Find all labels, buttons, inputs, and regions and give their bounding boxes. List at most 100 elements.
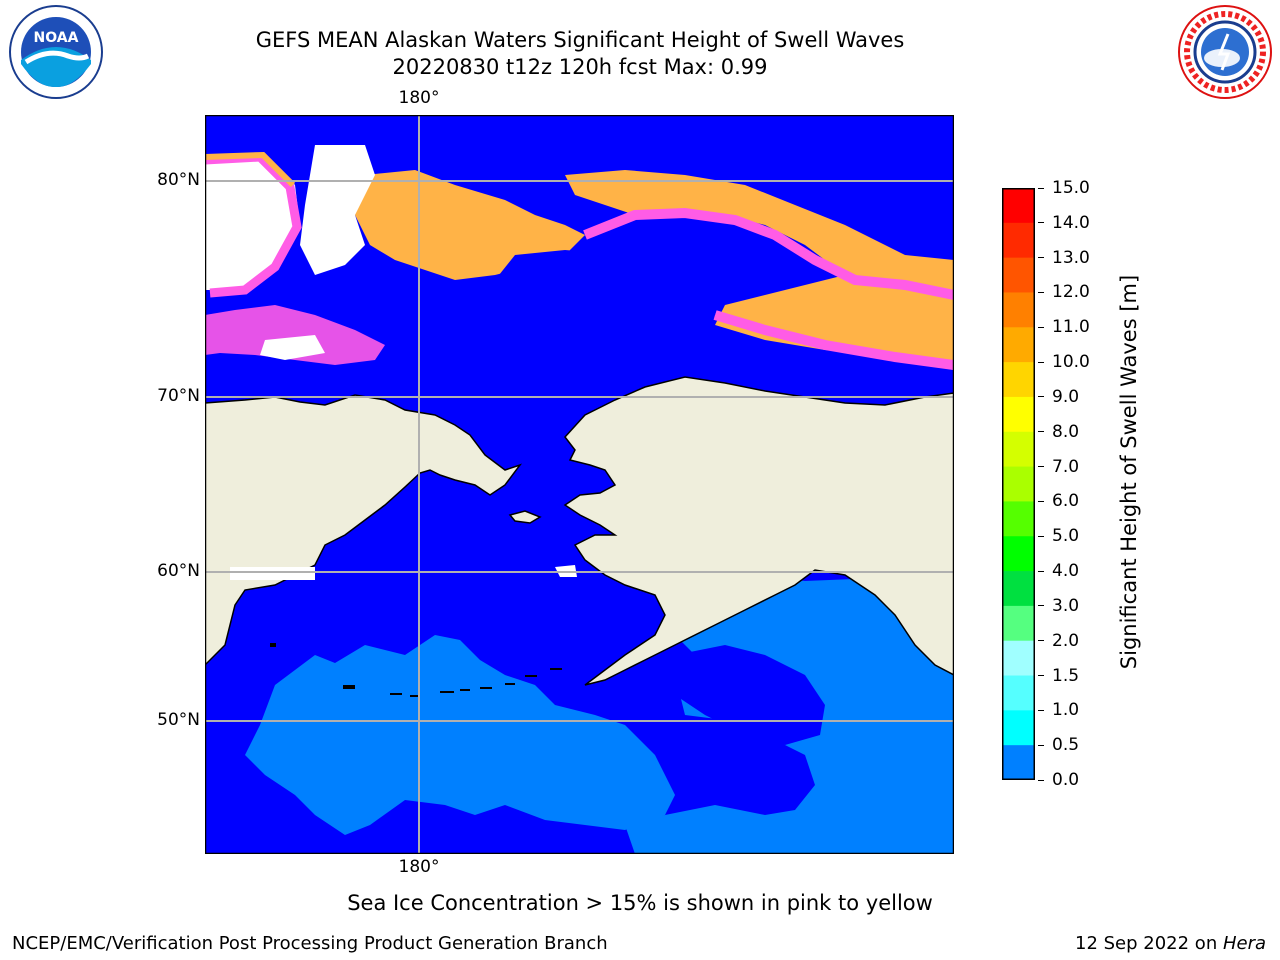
colorbar-tick-mark xyxy=(1038,675,1044,677)
colorbar-tick-label: 1.5 xyxy=(1052,665,1080,686)
colorbar-tick: 1.0 xyxy=(1038,701,1079,719)
colorbar-tick-label: 0.0 xyxy=(1052,770,1080,790)
footer-date-text: 12 Sep 2022 on xyxy=(1075,933,1223,954)
colorbar-segment xyxy=(1002,501,1035,537)
colorbar-segment xyxy=(1002,675,1035,711)
colorbar-tick-label: 15.0 xyxy=(1052,178,1090,198)
noaa-logo-text: NOAA xyxy=(34,30,79,46)
colorbar-tick-mark xyxy=(1038,222,1044,224)
colorbar-tick-mark xyxy=(1038,187,1044,189)
colorbar-tick: 7.0 xyxy=(1038,458,1079,476)
colorbar-tick-mark xyxy=(1038,291,1044,293)
colorbar-tick: 14.0 xyxy=(1038,214,1090,232)
colorbar-tick: 9.0 xyxy=(1038,388,1079,406)
colorbar-tick: 0.0 xyxy=(1038,771,1079,789)
footer-date: 12 Sep 2022 on Hera xyxy=(1075,933,1266,954)
colorbar-tick-mark xyxy=(1038,257,1044,259)
colorbar-ticks: 15.0 14.0 13.0 12.0 11.0 10.0 9.0 8.0 7.0 6.0 5.0 4… xyxy=(1038,179,1108,791)
colorbar-tick: 10.0 xyxy=(1038,353,1090,371)
sea-ice-note: Sea Ice Concentration > 15% is shown in … xyxy=(347,891,933,915)
colorbar-tick-mark xyxy=(1038,431,1044,433)
sea-ice-west-orange xyxy=(205,151,296,188)
sea-ice-lower-west xyxy=(205,305,385,365)
colorbar-segment xyxy=(1002,362,1035,398)
sea-ice-lower-white xyxy=(260,335,325,360)
colorbar-segment xyxy=(1002,188,1035,224)
lat-label-80: 80°N xyxy=(157,170,200,190)
sea-ice-central-white xyxy=(300,145,375,275)
colorbar-tick-label: 2.0 xyxy=(1052,630,1080,651)
colorbar-tick: 11.0 xyxy=(1038,318,1090,336)
arctic-open-water xyxy=(405,250,725,375)
colorbar-segment xyxy=(1002,571,1035,607)
colorbar-tick-label: 5.0 xyxy=(1052,526,1080,547)
colorbar-tick-label: 8.0 xyxy=(1052,421,1080,442)
colorbar-tick-label: 13.0 xyxy=(1052,247,1090,268)
colorbar-segment xyxy=(1002,466,1035,502)
colorbar-segment xyxy=(1002,745,1035,780)
colorbar-tick-label: 11.0 xyxy=(1052,317,1090,338)
footer-branch: NCEP/EMC/Verification Post Processing Pr… xyxy=(12,933,608,954)
land-st-lawrence-island xyxy=(508,510,542,524)
colorbar-tick: 3.0 xyxy=(1038,597,1079,615)
colorbar-tick-label: 1.0 xyxy=(1052,700,1080,721)
colorbar-segment xyxy=(1002,257,1035,293)
colorbar-tick-mark xyxy=(1038,396,1044,398)
colorbar-tick-label: 6.0 xyxy=(1052,491,1080,512)
chart-title-line2: 20220830 t12z 120h fcst Max: 0.99 xyxy=(392,55,768,79)
colorbar-tick-label: 10.0 xyxy=(1052,352,1090,373)
colorbar-tick-mark xyxy=(1038,535,1044,537)
aleutian-islands xyxy=(270,643,562,697)
sea-ice-central-orange xyxy=(355,170,585,280)
colorbar-tick: 12.0 xyxy=(1038,283,1090,301)
sea-ice-east-pink xyxy=(583,207,954,300)
sea-ice-east-orange xyxy=(565,170,954,370)
lon-label-bottom: 180° xyxy=(398,857,440,877)
chart-title-line1: GEFS MEAN Alaskan Waters Significant Hei… xyxy=(255,28,905,52)
colorbar-segment xyxy=(1002,396,1035,433)
colorbar xyxy=(1002,188,1035,780)
colorbar-tick-mark xyxy=(1038,466,1044,468)
colorbar-tick-mark xyxy=(1038,605,1044,607)
colorbar-tick-mark xyxy=(1038,361,1044,363)
colorbar-tick-label: 9.0 xyxy=(1052,386,1080,407)
colorbar-tick: 13.0 xyxy=(1038,249,1090,267)
graticule xyxy=(205,115,954,854)
colorbar-tick: 6.0 xyxy=(1038,492,1079,510)
colorbar-segment xyxy=(1002,292,1035,328)
lat-label-70: 70°N xyxy=(157,386,200,406)
footer-host: Hera xyxy=(1222,933,1266,954)
map-panel xyxy=(205,115,954,854)
colorbar-tick: 0.5 xyxy=(1038,736,1079,754)
colorbar-tick-label: 3.0 xyxy=(1052,595,1080,616)
colorbar-segment xyxy=(1002,327,1035,363)
colorbar-tick: 4.0 xyxy=(1038,562,1079,580)
noaa-logo: NOAA xyxy=(8,4,104,100)
colorbar-tick-mark xyxy=(1038,709,1044,711)
colorbar-tick-mark xyxy=(1038,744,1044,746)
colorbar-tick-label: 12.0 xyxy=(1052,282,1090,303)
lat-label-50: 50°N xyxy=(157,710,200,730)
colorbar-tick: 2.0 xyxy=(1038,632,1079,650)
colorbar-tick: 5.0 xyxy=(1038,527,1079,545)
lat-label-60: 60°N xyxy=(157,561,200,581)
colorbar-tick-label: 0.5 xyxy=(1052,735,1080,756)
colorbar-tick-mark xyxy=(1038,500,1044,502)
nws-logo xyxy=(1176,4,1274,100)
colorbar-tick-mark xyxy=(1038,326,1044,328)
colorbar-tick-mark xyxy=(1038,570,1044,572)
colorbar-segment xyxy=(1002,605,1035,642)
land-alaska xyxy=(563,376,954,686)
lon-label-top: 180° xyxy=(398,88,440,108)
colorbar-segment xyxy=(1002,710,1035,746)
colorbar-segment xyxy=(1002,536,1035,572)
colorbar-segment xyxy=(1002,222,1035,259)
land-siberia-white-strip xyxy=(230,567,315,580)
colorbar-label-text: Significant Height of Swell Waves [m] xyxy=(1117,274,1141,670)
colorbar-tick: 15.0 xyxy=(1038,179,1090,197)
colorbar-tick: 1.5 xyxy=(1038,667,1079,685)
colorbar-segment xyxy=(1002,431,1035,468)
colorbar-tick-mark xyxy=(1038,779,1044,781)
colorbar-tick: 8.0 xyxy=(1038,423,1079,441)
colorbar-segment xyxy=(1002,640,1035,677)
